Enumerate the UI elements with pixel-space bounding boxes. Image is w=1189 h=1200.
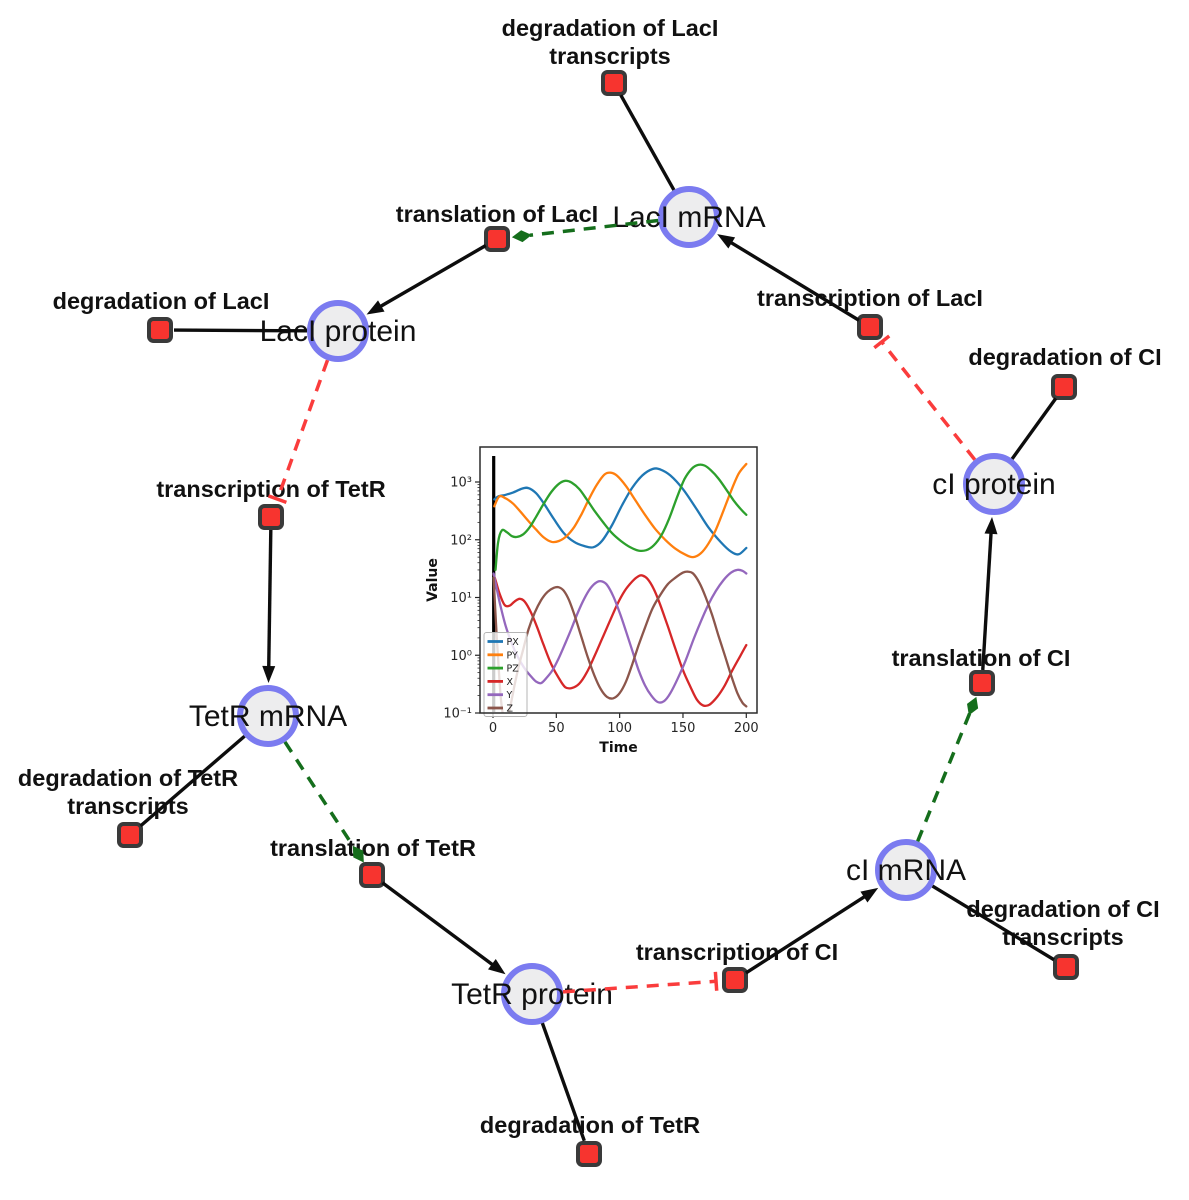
species-label-laci_mrna: LacI mRNA [612, 201, 765, 234]
edge-modifier-ci_mrna-transl_ci [916, 712, 972, 842]
reaction-node-deg_laci_tx [601, 70, 627, 96]
reaction-node-deg_tetr_tx [117, 822, 143, 848]
series-line-PZ [494, 463, 748, 572]
reaction-label-deg_laci: degradation of LacI [53, 288, 270, 314]
y-tick-label-0: 10³ [450, 476, 472, 491]
species-node-tetr_protein [501, 963, 563, 1025]
edge-produce-transl_tetr-tetr_protein [381, 881, 496, 968]
reaction-label-tx_ci: transcription of CI [636, 939, 838, 965]
species-label-tetr_mrna: TetR mRNA [189, 700, 347, 733]
edge-inhibit-tetr_protein-tx_ci [562, 979, 717, 994]
edge-produce-tx_ci-ci_mrna-arrowhead [860, 887, 879, 903]
x-tick-label-1: 50 [548, 721, 565, 736]
reaction-label-deg_laci_tx: degradation of LacI transcripts [502, 15, 719, 69]
edge-modifier-tetr_mrna-transl_tetr-diamond [352, 845, 364, 863]
edge-consume-tetr_protein-deg_tetr [540, 1022, 586, 1142]
reaction-node-deg_tetr [576, 1141, 602, 1167]
edge-produce-tx_tetr-tetr_mrna [267, 529, 273, 670]
reaction-node-tx_ci [722, 967, 748, 993]
plot-frame [479, 446, 758, 714]
edge-consume-ci_protein-deg_ci [1010, 397, 1058, 460]
reaction-node-deg_laci [147, 317, 173, 343]
reaction-label-deg_tetr: degradation of TetR [480, 1112, 700, 1138]
edge-produce-transl_laci-laci_protein-arrowhead [366, 300, 385, 315]
edge-modifier-tetr_mrna-transl_tetr [283, 740, 356, 849]
legend-label-X: X [507, 677, 514, 688]
x-tick-label-2: 100 [607, 721, 632, 736]
edge-modifier-laci_mrna-transl_laci-diamond [511, 230, 532, 243]
reaction-label-deg_ci: degradation of CI [968, 344, 1161, 370]
species-node-laci_protein [307, 300, 369, 362]
edge-inhibit-ci_protein-tx_laci [880, 340, 977, 461]
legend-label-PZ: PZ [507, 664, 520, 675]
y-tick-label-1: 10² [450, 533, 472, 548]
legend: PX PY PZ XYZ [483, 632, 528, 717]
reaction-node-tx_laci [857, 314, 883, 340]
y-tick-label-2: 10¹ [450, 591, 472, 606]
y-tick-label-3: 10⁰ [450, 649, 472, 664]
edge-consume-laci_protein-deg_laci [173, 328, 308, 333]
legend-label-Y: Y [506, 690, 513, 701]
species-node-ci_mrna [875, 839, 937, 901]
edge-consume-laci_mrna-deg_laci_tx [619, 94, 676, 191]
reaction-node-transl_tetr [359, 862, 385, 888]
edge-consume-tetr_mrna-deg_tetr_tx [139, 734, 246, 828]
edge-produce-tx_laci-laci_mrna-arrowhead [717, 234, 736, 249]
legend-box [483, 632, 528, 717]
x-axis-label: Time [599, 740, 637, 756]
reaction-label-transl_ci: translation of CI [892, 645, 1071, 671]
edge-produce-tx_laci-laci_mrna [728, 239, 860, 322]
species-node-laci_mrna [658, 186, 720, 248]
x-tick-label-4: 200 [734, 721, 759, 736]
reaction-node-transl_ci [969, 670, 995, 696]
edge-produce-transl_tetr-tetr_protein-arrowhead [488, 958, 506, 975]
reaction-label-transl_laci: translation of LacI [396, 201, 598, 227]
species-label-ci_protein: cI protein [932, 468, 1055, 501]
edge-inhibit-laci_protein-tx_tetr-tee [267, 494, 287, 504]
species-node-tetr_mrna [237, 685, 299, 747]
reaction-label-transl_tetr: translation of TetR [270, 835, 476, 861]
x-tick-label-0: 0 [489, 721, 497, 736]
reaction-label-deg_tetr_tx: degradation of TetR transcripts [18, 765, 238, 819]
edge-consume-ci_mrna-deg_ci_tx [931, 884, 1055, 962]
edge-modifier-ci_mrna-transl_ci-diamond [967, 696, 979, 716]
edge-produce-tx_ci-ci_mrna [745, 893, 868, 975]
edge-produce-transl_ci-ci_protein-arrowhead [984, 516, 998, 535]
edge-produce-transl_ci-ci_protein [981, 530, 993, 671]
reaction-node-deg_ci [1051, 374, 1077, 400]
reaction-label-deg_ci_tx: degradation of CI transcripts [966, 896, 1159, 950]
legend-label-Z: Z [507, 704, 514, 715]
series-line-X [492, 573, 748, 708]
legend-label-PX: PX [507, 637, 520, 648]
edge-inhibit-tetr_protein-tx_ci-tee [713, 971, 719, 991]
y-tick-label-4: 10⁻¹ [443, 707, 472, 722]
reaction-node-transl_laci [484, 226, 510, 252]
series-line-PX [493, 467, 748, 556]
legend-label-PY: PY [507, 650, 519, 661]
species-label-ci_mrna: cI mRNA [846, 854, 966, 887]
edge-produce-transl_laci-laci_protein [377, 244, 487, 309]
reaction-label-tx_laci: transcription of LacI [757, 285, 983, 311]
edge-inhibit-ci_protein-tx_laci-tee [873, 334, 891, 350]
species-label-tetr_protein: TetR protein [451, 978, 613, 1011]
x-tick-label-3: 150 [671, 721, 696, 736]
reaction-node-tx_tetr [258, 504, 284, 530]
edge-inhibit-laci_protein-tx_tetr [275, 359, 330, 500]
edge-modifier-laci_mrna-transl_laci [529, 218, 659, 237]
y-axis-label: Value [425, 558, 441, 602]
reaction-node-deg_ci_tx [1053, 954, 1079, 980]
nodes-layer [117, 70, 1079, 1167]
edge-produce-tx_tetr-tetr_mrna-arrowhead [262, 665, 276, 684]
species-node-ci_protein [963, 453, 1025, 515]
